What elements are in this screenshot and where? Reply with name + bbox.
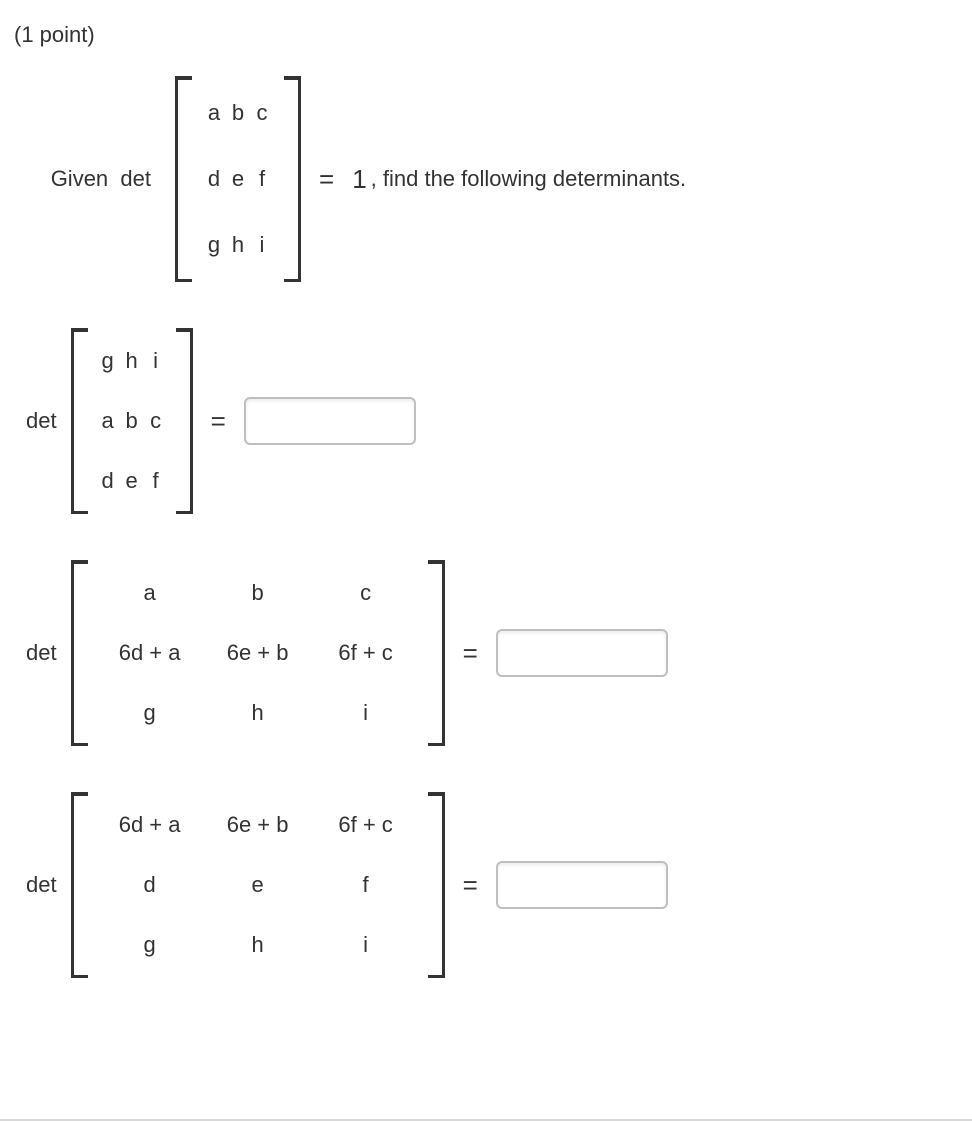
matrix-cell: d [205,166,223,192]
given-tail: , find the following determinants. [371,166,687,192]
problem-1-grid: g h i a b c d e f [85,328,179,514]
problem-3-grid: 6d + a 6e + b 6f + c d e f g h i [85,792,431,978]
problem-row-2: det a b c 6d + a 6e + b 6f + c g h i = [14,560,958,746]
given-row: Given det a b c d e f g h i = 1 , find t… [14,76,958,282]
problem-row-1: det g h i a b c d e f = [14,328,958,514]
problem-row-3: det 6d + a 6e + b 6f + c d e f g h i = [14,792,958,978]
matrix-cell: d [99,468,117,494]
matrix-cell: h [123,348,141,374]
matrix-cell: c [315,580,417,606]
matrix-cell: a [99,408,117,434]
matrix-cell: i [147,348,165,374]
given-lead: Given det [14,140,157,218]
matrix-cell: a [205,100,223,126]
matrix-cell: a [99,580,201,606]
answer-input-1[interactable] [244,397,416,445]
matrix-cell: f [147,468,165,494]
matrix-cell: g [205,232,223,258]
equals-sign: = [463,870,478,901]
matrix-cell: e [229,166,247,192]
matrix-cell: 6d + a [99,812,201,838]
matrix-cell: 6f + c [315,812,417,838]
det-label: det [26,872,57,898]
points-label: (1 point) [14,22,958,48]
det-label: det [26,408,57,434]
det-label: det [120,166,151,191]
matrix-cell: i [315,700,417,726]
matrix-cell: b [123,408,141,434]
matrix-cell: 6e + b [207,812,309,838]
matrix-cell: h [229,232,247,258]
det-label: det [26,640,57,666]
matrix-cell: i [253,232,271,258]
bracket-right [431,560,445,746]
matrix-cell: b [229,100,247,126]
problem-2-grid: a b c 6d + a 6e + b 6f + c g h i [85,560,431,746]
bracket-right [287,76,301,282]
bracket-right [431,792,445,978]
bracket-right [179,328,193,514]
equals-sign: = [319,164,334,195]
matrix-cell: 6f + c [315,640,417,666]
given-matrix: a b c d e f g h i [175,76,301,282]
given-word: Given [51,166,108,191]
bracket-left [71,328,85,514]
answer-input-3[interactable] [496,861,668,909]
given-matrix-grid: a b c d e f g h i [189,76,287,282]
matrix-cell: 6d + a [99,640,201,666]
answer-input-2[interactable] [496,629,668,677]
equals-sign: = [463,638,478,669]
matrix-cell: g [99,348,117,374]
matrix-cell: e [123,468,141,494]
problem-1-matrix: g h i a b c d e f [71,328,193,514]
matrix-cell: i [315,932,417,958]
matrix-cell: b [207,580,309,606]
matrix-cell: c [253,100,271,126]
matrix-cell: h [207,932,309,958]
matrix-cell: g [99,932,201,958]
bracket-left [71,792,85,978]
matrix-cell: d [99,872,201,898]
matrix-cell: f [253,166,271,192]
equals-sign: = [211,406,226,437]
matrix-cell: 6e + b [207,640,309,666]
matrix-cell: e [207,872,309,898]
matrix-cell: f [315,872,417,898]
problem-2-matrix: a b c 6d + a 6e + b 6f + c g h i [71,560,445,746]
matrix-cell: h [207,700,309,726]
problem-3-matrix: 6d + a 6e + b 6f + c d e f g h i [71,792,445,978]
given-value: 1 [352,164,366,195]
matrix-cell: g [99,700,201,726]
bracket-left [71,560,85,746]
matrix-cell: c [147,408,165,434]
bracket-left [175,76,189,282]
